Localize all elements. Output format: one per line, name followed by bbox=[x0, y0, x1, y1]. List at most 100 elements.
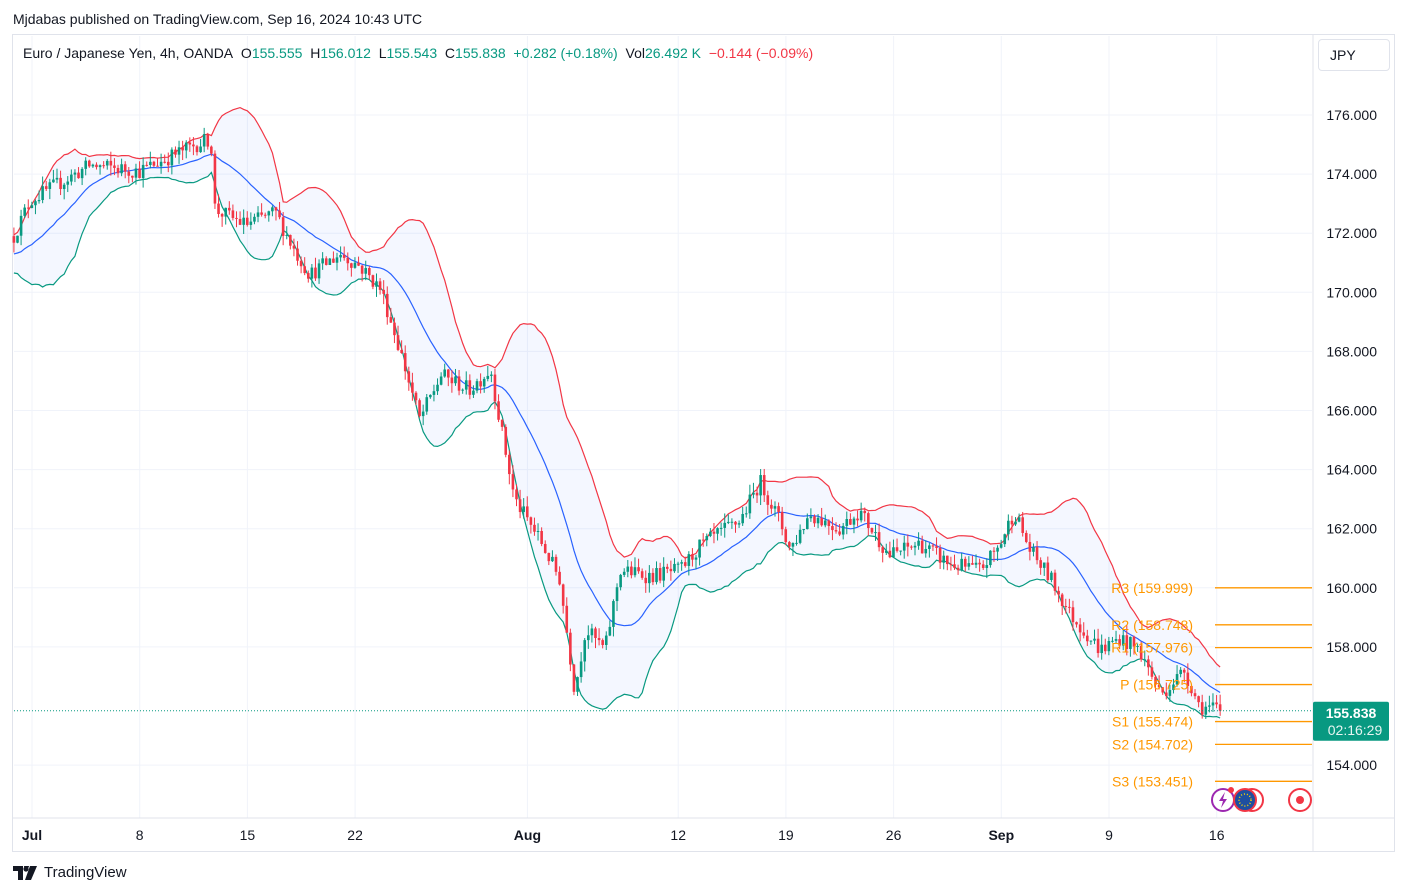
candle bbox=[1053, 569, 1057, 596]
candle-body bbox=[339, 254, 342, 258]
candle-body bbox=[877, 532, 881, 548]
candle bbox=[604, 631, 608, 650]
candle bbox=[1136, 643, 1139, 652]
candle bbox=[220, 212, 224, 227]
candle bbox=[163, 154, 166, 164]
candle bbox=[421, 404, 425, 426]
pivot-label-s3: S3 (153.451) bbox=[1112, 773, 1193, 789]
candle-body bbox=[235, 217, 238, 219]
candle bbox=[310, 264, 314, 288]
candle-body bbox=[651, 572, 655, 583]
candle-body bbox=[396, 335, 400, 350]
candle-body bbox=[888, 550, 892, 558]
candle-body bbox=[37, 200, 41, 202]
candle bbox=[385, 286, 389, 325]
candle-body bbox=[655, 568, 658, 583]
candle bbox=[881, 545, 884, 563]
candle-body bbox=[281, 217, 285, 236]
candle-body bbox=[989, 550, 992, 566]
candle bbox=[856, 510, 859, 527]
candle-body bbox=[727, 521, 730, 523]
candle bbox=[490, 371, 493, 383]
candle bbox=[1010, 515, 1014, 534]
candle bbox=[1046, 556, 1050, 583]
candle-body bbox=[536, 530, 540, 532]
pivot-label-r1: R1 (157.976) bbox=[1111, 640, 1193, 656]
candle-body bbox=[1114, 639, 1118, 641]
candle bbox=[378, 278, 382, 295]
candle bbox=[960, 552, 963, 572]
candle-body bbox=[852, 518, 856, 525]
candle bbox=[335, 252, 339, 271]
candle bbox=[1164, 682, 1168, 700]
candle-body bbox=[1024, 532, 1028, 542]
candles bbox=[12, 127, 1222, 719]
x-tick-label: 19 bbox=[778, 827, 794, 843]
candle bbox=[475, 378, 479, 394]
candle bbox=[238, 211, 242, 226]
candle-body bbox=[163, 161, 166, 163]
candle bbox=[694, 554, 698, 570]
candle bbox=[123, 161, 127, 179]
candle bbox=[633, 557, 637, 578]
candle bbox=[91, 163, 95, 168]
candle-body bbox=[16, 235, 19, 243]
candle-body bbox=[482, 378, 486, 387]
eu-flag-icon[interactable] bbox=[1233, 788, 1257, 812]
candle bbox=[382, 280, 385, 305]
candle bbox=[525, 496, 529, 521]
candle bbox=[813, 514, 816, 527]
candle-body bbox=[70, 174, 73, 182]
candle-body bbox=[464, 380, 468, 390]
candle-body bbox=[73, 172, 77, 175]
candle-body bbox=[500, 419, 504, 427]
candle bbox=[665, 563, 669, 574]
candle-body bbox=[19, 215, 23, 236]
candle bbox=[587, 625, 590, 649]
candle bbox=[870, 527, 874, 535]
candle bbox=[109, 151, 113, 176]
candle-body bbox=[418, 400, 421, 417]
candle bbox=[37, 190, 41, 204]
candle bbox=[1078, 618, 1082, 642]
y-tick-label: 168.000 bbox=[1326, 343, 1377, 359]
candle-body bbox=[658, 568, 662, 581]
candle-body bbox=[1179, 669, 1182, 675]
candle bbox=[622, 568, 626, 578]
candle-body bbox=[1197, 696, 1200, 703]
candle bbox=[1172, 678, 1175, 694]
candle bbox=[332, 251, 335, 263]
candle-body bbox=[644, 577, 648, 584]
candle-body bbox=[759, 475, 762, 496]
candle bbox=[1007, 514, 1010, 541]
candle bbox=[389, 307, 393, 323]
candle bbox=[80, 167, 84, 186]
candle bbox=[360, 264, 364, 282]
footer-brand-text: TradingView bbox=[44, 864, 127, 881]
candle bbox=[224, 207, 228, 225]
symbol-title[interactable]: Euro / Japanese Yen, 4h, OANDA bbox=[23, 45, 234, 61]
candle-body bbox=[44, 186, 48, 189]
candle bbox=[26, 199, 30, 219]
candle bbox=[1125, 625, 1129, 656]
candle bbox=[73, 169, 77, 183]
candle bbox=[1218, 694, 1222, 716]
candle-body bbox=[823, 520, 827, 526]
candle-body bbox=[712, 531, 716, 534]
candle-body bbox=[870, 528, 874, 533]
candle-body bbox=[109, 160, 113, 166]
currency-button[interactable]: JPY bbox=[1318, 39, 1390, 71]
candle-body bbox=[1046, 562, 1050, 581]
candle-body bbox=[845, 519, 849, 526]
candle-body bbox=[569, 632, 572, 665]
candle bbox=[1075, 621, 1078, 628]
candle bbox=[913, 541, 917, 556]
candle-body bbox=[762, 475, 766, 496]
candle-body bbox=[439, 376, 443, 385]
candle bbox=[468, 374, 472, 400]
candle-body bbox=[421, 411, 425, 417]
pivot-label-p: P (156.725) bbox=[1120, 677, 1193, 693]
candle bbox=[741, 506, 744, 526]
candle bbox=[138, 161, 141, 179]
